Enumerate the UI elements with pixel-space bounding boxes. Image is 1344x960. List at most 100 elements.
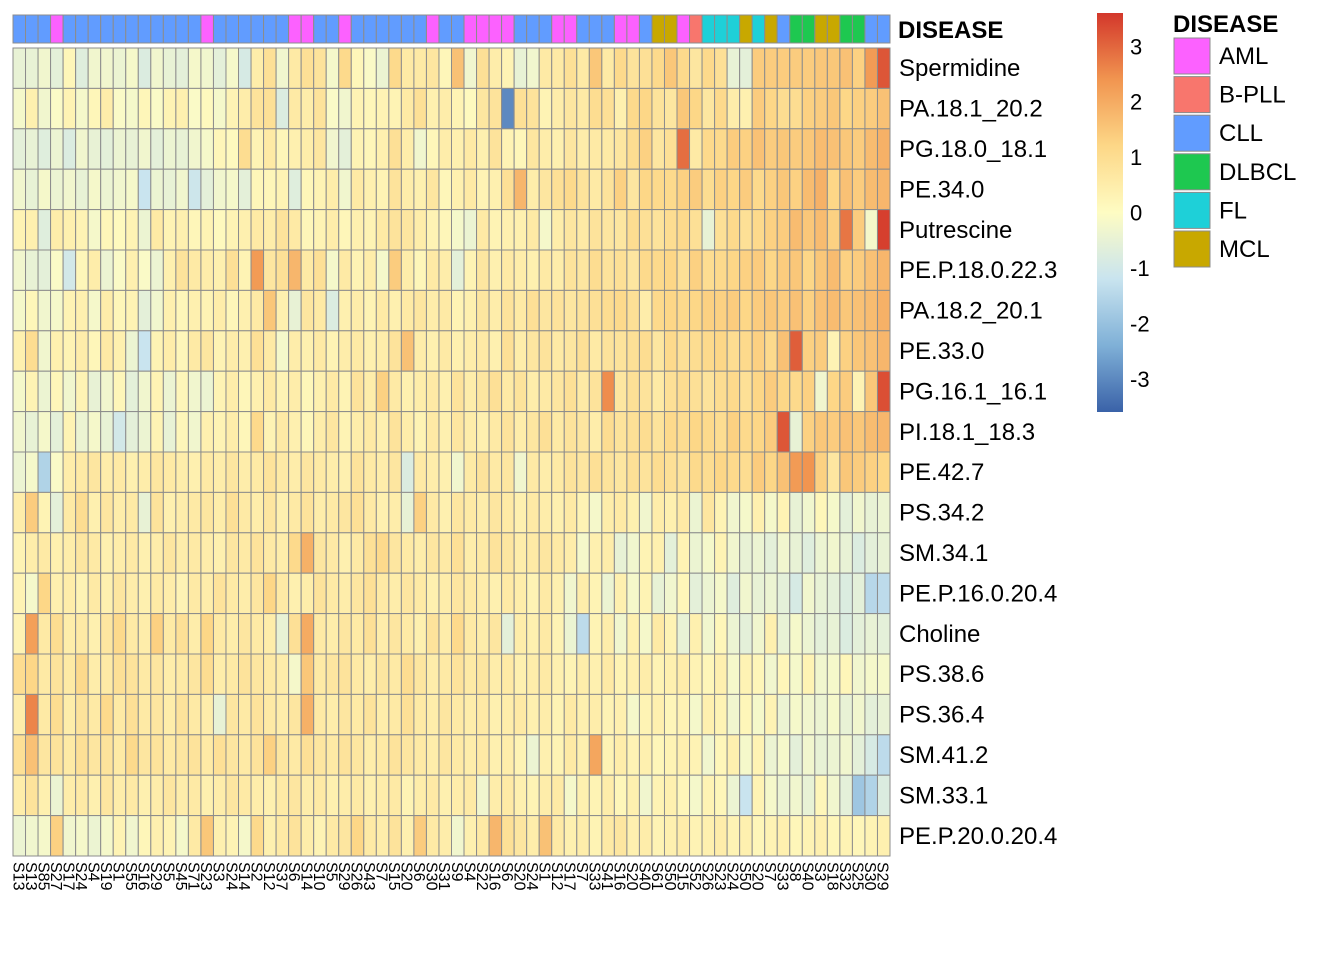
heatmap-cell xyxy=(814,774,828,817)
heatmap-cell xyxy=(714,168,728,211)
heatmap-cell xyxy=(350,572,365,615)
heatmap-cell xyxy=(776,128,791,170)
heatmap-cell xyxy=(651,572,665,615)
heatmap-cell xyxy=(350,47,365,89)
heatmap-cell xyxy=(814,451,828,493)
heatmap-cell xyxy=(100,128,114,170)
heatmap-cell xyxy=(150,734,164,776)
legend-swatch xyxy=(1173,191,1211,229)
heatmap-cell xyxy=(363,330,377,372)
heatmap-cell xyxy=(689,734,703,776)
heatmap-cell xyxy=(300,491,315,534)
heatmap-cell xyxy=(526,653,540,695)
heatmap-cell xyxy=(501,693,515,736)
heatmap-cell xyxy=(350,613,365,655)
heatmap-cell xyxy=(488,734,503,776)
heatmap-cell xyxy=(137,693,152,736)
heatmap-cell xyxy=(425,613,440,655)
heatmap-cell xyxy=(701,289,716,332)
heatmap-cell xyxy=(876,209,891,251)
legend-swatch xyxy=(1173,230,1211,268)
heatmap-cell xyxy=(200,572,214,615)
heatmap-cell xyxy=(563,532,578,574)
heatmap-cell xyxy=(150,87,164,130)
column-label: S6 xyxy=(410,862,427,882)
heatmap-cell xyxy=(425,491,440,534)
heatmap-cell xyxy=(338,47,352,89)
heatmap-cell xyxy=(638,451,653,493)
heatmap-cell xyxy=(764,249,778,291)
heatmap-cell xyxy=(288,532,302,574)
heatmap-cell xyxy=(400,330,415,372)
heatmap-cell xyxy=(689,47,703,89)
heatmap-cell xyxy=(814,289,828,332)
heatmap-cell xyxy=(513,87,528,130)
heatmap-cell xyxy=(263,47,277,89)
heatmap-cell xyxy=(350,128,365,170)
heatmap-cell xyxy=(250,411,265,453)
heatmap-cell xyxy=(513,653,528,695)
heatmap-cell xyxy=(501,209,515,251)
heatmap-cell xyxy=(814,815,828,857)
heatmap-cell xyxy=(400,128,415,170)
heatmap-cell xyxy=(162,289,177,332)
disease-annotation-bar xyxy=(12,14,891,44)
heatmap-cell xyxy=(112,532,127,574)
heatmap-cell xyxy=(200,653,214,695)
heatmap-cell xyxy=(50,653,64,695)
column-label: S19 xyxy=(97,862,114,891)
heatmap-cell xyxy=(288,693,302,736)
heatmap-cell xyxy=(826,572,841,615)
heatmap-cell xyxy=(576,87,590,130)
annotation-cell xyxy=(275,14,290,44)
heatmap-cell xyxy=(551,774,565,817)
heatmap-cell xyxy=(726,87,741,130)
heatmap-cell xyxy=(451,693,465,736)
heatmap-cell xyxy=(501,330,515,372)
heatmap-cell xyxy=(187,815,202,857)
heatmap-cell xyxy=(851,734,866,776)
heatmap-cell xyxy=(400,209,415,251)
heatmap-cell xyxy=(513,734,528,776)
heatmap-cell xyxy=(25,613,39,655)
annotation-cell xyxy=(137,14,152,44)
annotation-cell xyxy=(526,14,540,44)
heatmap-cell xyxy=(37,209,52,251)
heatmap-cell xyxy=(638,653,653,695)
heatmap-cell xyxy=(187,47,202,89)
heatmap-cell xyxy=(676,532,691,574)
annotation-cell xyxy=(663,14,678,44)
heatmap-cell xyxy=(187,532,202,574)
heatmap-cell xyxy=(325,249,340,291)
heatmap-cell xyxy=(62,734,77,776)
heatmap-cell xyxy=(438,491,453,534)
heatmap-cell xyxy=(200,249,214,291)
heatmap-cell xyxy=(476,815,490,857)
column-label: S29 xyxy=(874,862,891,891)
heatmap-cell xyxy=(751,249,766,291)
heatmap-cell xyxy=(501,168,515,211)
heatmap-cell xyxy=(325,411,340,453)
heatmap-cell xyxy=(576,47,590,89)
color-scale-tick-label: -1 xyxy=(1130,256,1150,281)
heatmap-cell xyxy=(764,370,778,413)
heatmap-cell xyxy=(826,693,841,736)
heatmap-cell xyxy=(363,572,377,615)
heatmap-cell xyxy=(150,572,164,615)
heatmap-cell xyxy=(275,168,290,211)
heatmap-cell xyxy=(739,693,753,736)
heatmap-cell xyxy=(638,128,653,170)
column-label: S4 xyxy=(84,862,101,882)
heatmap-cell xyxy=(62,128,77,170)
heatmap-cell xyxy=(689,370,703,413)
heatmap-cell xyxy=(451,815,465,857)
heatmap-cell xyxy=(651,289,665,332)
heatmap-cell xyxy=(551,87,565,130)
heatmap-cell xyxy=(100,370,114,413)
heatmap-cell xyxy=(200,774,214,817)
heatmap-cell xyxy=(751,128,766,170)
heatmap-cell xyxy=(87,128,102,170)
heatmap-cell xyxy=(451,370,465,413)
heatmap-cell xyxy=(162,653,177,695)
annotation-cell xyxy=(438,14,453,44)
